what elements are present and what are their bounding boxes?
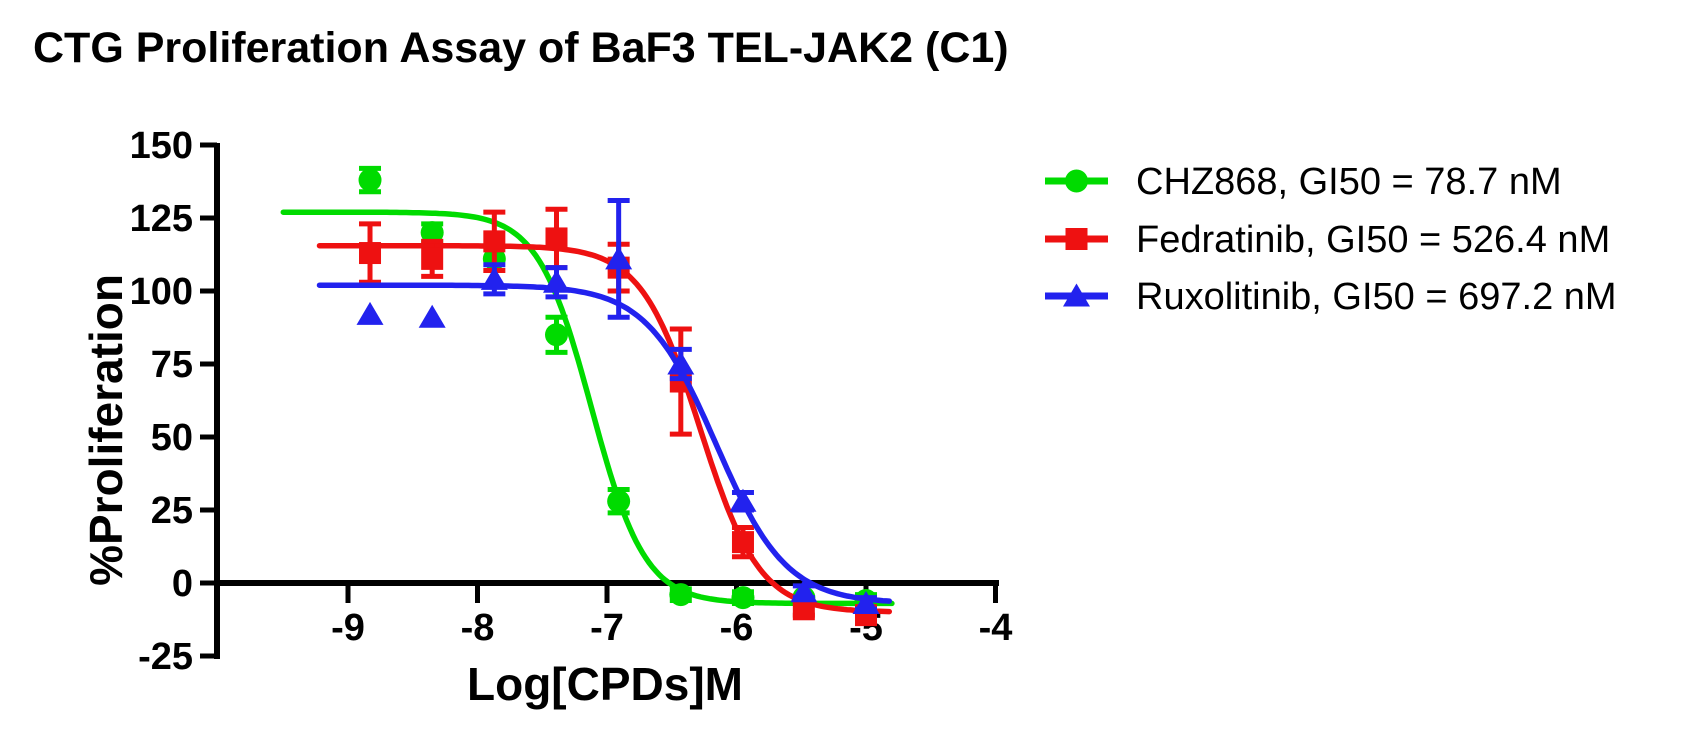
legend-marker-square (1065, 228, 1088, 250)
data-point-Fedratinib (731, 531, 754, 554)
fit-curve-CHZ868 (280, 209, 895, 607)
y-tick-label: 0 (172, 563, 193, 605)
series-Ruxolitinib (316, 197, 893, 614)
series-CHZ868 (280, 165, 895, 613)
legend-label: Ruxolitinib, GI50 = 697.2 nM (1136, 276, 1617, 318)
y-tick-label: 150 (130, 125, 193, 167)
data-point-CHZ868 (358, 168, 382, 192)
data-point-Ruxolitinib (542, 269, 570, 293)
data-point-CHZ868 (420, 221, 444, 245)
y-tick-label: 25 (151, 490, 193, 532)
data-point-Fedratinib (545, 227, 568, 250)
y-tick-label: 100 (130, 271, 193, 313)
y-axis-title: %Proliferation (80, 274, 132, 586)
y-tick-label: 75 (151, 344, 193, 386)
y-tick-label: 50 (151, 417, 193, 459)
data-point-Ruxolitinib (790, 579, 818, 603)
fit-curve-Ruxolitinib (316, 282, 893, 604)
legend-item-Fedratinib: Fedratinib, GI50 = 526.4 nM (1045, 219, 1610, 261)
legend-marker-triangle (1063, 283, 1090, 307)
data-point-Ruxolitinib (418, 304, 446, 328)
y-tick-label: 125 (130, 198, 193, 240)
data-point-CHZ868 (544, 323, 568, 347)
data-point-Fedratinib (421, 247, 444, 270)
x-tick-label: -6 (720, 607, 754, 649)
data-point-Ruxolitinib (667, 351, 695, 375)
x-tick-label: -8 (461, 607, 495, 649)
data-point-Ruxolitinib (605, 246, 633, 270)
data-point-Fedratinib (483, 230, 506, 253)
data-point-Ruxolitinib (852, 590, 880, 614)
legend-label: Fedratinib, GI50 = 526.4 nM (1136, 219, 1610, 261)
data-point-CHZ868 (731, 586, 755, 610)
x-axis-title: Log[CPDs]M (467, 658, 743, 710)
legend: CHZ868, GI50 = 78.7 nM Fedratinib, GI50 =… (1045, 161, 1617, 318)
chart-title: CTG Proliferation Assay of BaF3 TEL-JAK2… (33, 24, 1009, 72)
legend-marker-circle (1065, 169, 1088, 193)
data-point-CHZ868 (669, 583, 693, 607)
x-tick-label: -7 (590, 607, 624, 649)
data-point-Ruxolitinib (729, 488, 757, 512)
legend-label: CHZ868, GI50 = 78.7 nM (1136, 161, 1562, 203)
x-tick-label: -4 (979, 607, 1013, 649)
series-Fedratinib (316, 206, 893, 627)
data-point-Ruxolitinib (356, 301, 384, 325)
legend-item-Ruxolitinib: Ruxolitinib, GI50 = 697.2 nM (1045, 276, 1617, 318)
data-point-Fedratinib (792, 598, 815, 621)
legend-item-CHZ868: CHZ868, GI50 = 78.7 nM (1045, 161, 1562, 203)
data-point-Ruxolitinib (480, 266, 508, 290)
y-tick-label: -25 (138, 636, 193, 678)
data-point-Fedratinib (359, 242, 382, 265)
data-point-CHZ868 (607, 489, 631, 513)
x-tick-label: -9 (331, 607, 365, 649)
